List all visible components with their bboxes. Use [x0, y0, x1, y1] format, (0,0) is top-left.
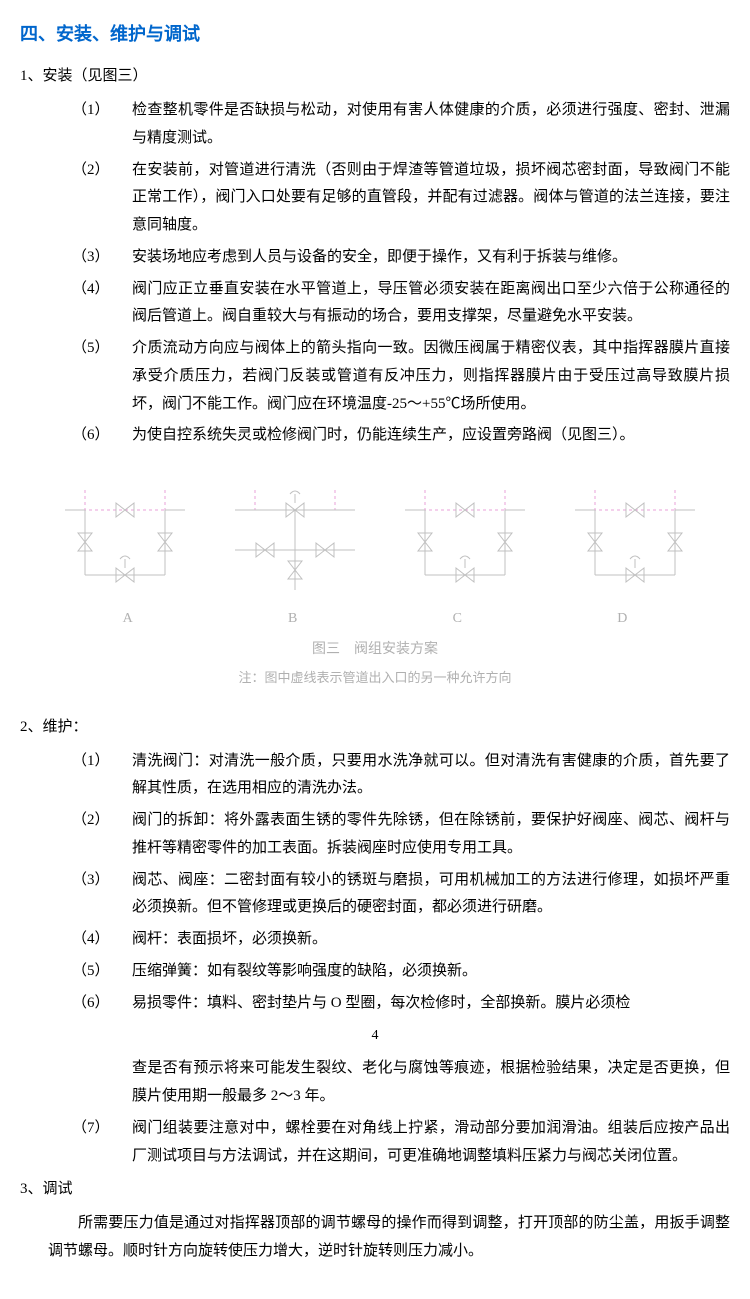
install-heading: 1、安装（见图三） [20, 63, 730, 91]
item-number: （2） [72, 157, 132, 240]
item-number: （6） [72, 990, 132, 1018]
item-text: 压缩弹簧：如有裂纹等影响强度的缺陷，必须换新。 [132, 958, 730, 986]
item-text: 阀门的拆卸：将外露表面生锈的零件先除锈，但在除锈前，要保护好阀座、阀芯、阀杆与推… [132, 807, 730, 863]
item-number: （3） [72, 867, 132, 923]
item-number: （4） [72, 276, 132, 332]
item-text: 在安装前，对管道进行清洗（否则由于焊渣等管道垃圾，损坏阀芯密封面，导致阀门不能正… [132, 157, 730, 240]
install-item: （6） 为使自控系统失灵或检修阀门时，仍能连续生产，应设置旁路阀（见图三）。 [72, 422, 730, 450]
fig-label-b: B [288, 606, 297, 632]
maint-item: （3） 阀芯、阀座：二密封面有较小的锈斑与磨损，可用机械加工的方法进行修理，如损… [72, 867, 730, 923]
install-item: （2） 在安装前，对管道进行清洗（否则由于焊渣等管道垃圾，损坏阀芯密封面，导致阀… [72, 157, 730, 240]
maint-item: （1） 清洗阀门：对清洗一般介质，只要用水洗净就可以。但对清洗有害健康的介质，首… [72, 748, 730, 804]
figure-three: A B C D 图三 阀组安装方案 注：图中虚线表示管道出入口的另一种允许方向 [20, 480, 730, 690]
tune-paragraph: 所需要压力值是通过对指挥器顶部的调节螺母的操作而得到调整，打开顶部的防尘盖，用扳… [48, 1210, 730, 1266]
figure-labels: A B C D [45, 606, 705, 632]
item-number: （3） [72, 244, 132, 272]
maint-heading: 2、维护： [20, 714, 730, 742]
item-number: （2） [72, 807, 132, 863]
install-item: （4） 阀门应正立垂直安装在水平管道上，导压管必须安装在距离阀出口至少六倍于公称… [72, 276, 730, 332]
item-text: 清洗阀门：对清洗一般介质，只要用水洗净就可以。但对清洗有害健康的介质，首先要了解… [132, 748, 730, 804]
install-item: （5） 介质流动方向应与阀体上的箭头指向一致。因微压阀属于精密仪表，其中指挥器膜… [72, 335, 730, 418]
item-text: 检查整机零件是否缺损与松动，对使用有害人体健康的介质，必须进行强度、密封、泄漏与… [132, 97, 730, 153]
fig-label-a: A [123, 606, 133, 632]
item-number: （5） [72, 335, 132, 418]
item-number: （7） [72, 1115, 132, 1171]
piping-diagram-svg [45, 480, 705, 600]
page-number: 4 [20, 1023, 730, 1049]
item-number: （1） [72, 97, 132, 153]
install-item: （1） 检查整机零件是否缺损与松动，对使用有害人体健康的介质，必须进行强度、密封… [72, 97, 730, 153]
item-number: （1） [72, 748, 132, 804]
tune-heading: 3、调试 [20, 1176, 730, 1204]
item-text: 易损零件：填料、密封垫片与 O 型圈，每次检修时，全部换新。膜片必须检 [132, 990, 730, 1018]
item-text: 介质流动方向应与阀体上的箭头指向一致。因微压阀属于精密仪表，其中指挥器膜片直接承… [132, 335, 730, 418]
maint-item: （5） 压缩弹簧：如有裂纹等影响强度的缺陷，必须换新。 [72, 958, 730, 986]
item-text: 阀芯、阀座：二密封面有较小的锈斑与磨损，可用机械加工的方法进行修理，如损坏严重必… [132, 867, 730, 923]
maint-item: （2） 阀门的拆卸：将外露表面生锈的零件先除锈，但在除锈前，要保护好阀座、阀芯、… [72, 807, 730, 863]
figure-note: 注：图中虚线表示管道出入口的另一种允许方向 [20, 666, 730, 690]
fig-label-c: C [453, 606, 462, 632]
maint-item: （6） 易损零件：填料、密封垫片与 O 型圈，每次检修时，全部换新。膜片必须检 [72, 990, 730, 1018]
item-text: 阀杆：表面损坏，必须换新。 [132, 926, 730, 954]
item-text: 为使自控系统失灵或检修阀门时，仍能连续生产，应设置旁路阀（见图三）。 [132, 422, 730, 450]
install-item: （3） 安装场地应考虑到人员与设备的安全，即便于操作，又有利于拆装与维修。 [72, 244, 730, 272]
item-text: 安装场地应考虑到人员与设备的安全，即便于操作，又有利于拆装与维修。 [132, 244, 730, 272]
maint-item: （4） 阀杆：表面损坏，必须换新。 [72, 926, 730, 954]
fig-label-d: D [617, 606, 627, 632]
item-number: （5） [72, 958, 132, 986]
section-title: 四、安装、维护与调试 [20, 18, 730, 51]
item-text: 阀门应正立垂直安装在水平管道上，导压管必须安装在距离阀出口至少六倍于公称通径的阀… [132, 276, 730, 332]
figure-caption: 图三 阀组安装方案 [20, 636, 730, 662]
item-text: 阀门组装要注意对中，螺栓要在对角线上拧紧，滑动部分要加润滑油。组装后应按产品出厂… [132, 1115, 730, 1171]
item-number: （6） [72, 422, 132, 450]
item-number: （4） [72, 926, 132, 954]
maint-item: （7） 阀门组装要注意对中，螺栓要在对角线上拧紧，滑动部分要加润滑油。组装后应按… [72, 1115, 730, 1171]
maint-item-continuation: 查是否有预示将来可能发生裂纹、老化与腐蚀等痕迹，根据检验结果，决定是否更换，但膜… [132, 1055, 730, 1111]
